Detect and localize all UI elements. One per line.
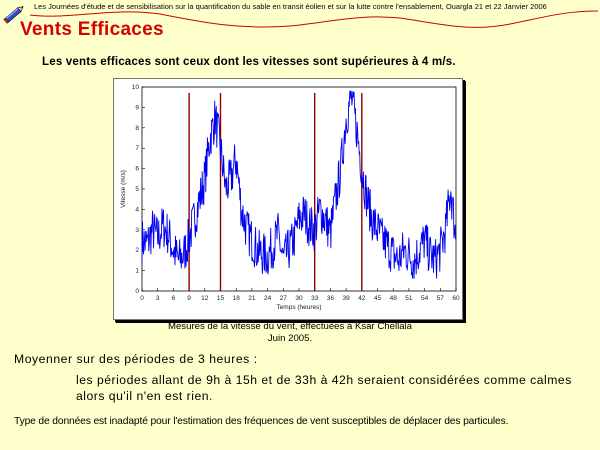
- y-tick-label: 5: [135, 186, 139, 193]
- y-tick-label: 4: [135, 206, 139, 213]
- x-tick-label: 24: [264, 295, 272, 302]
- y-tick-label: 7: [135, 145, 139, 152]
- x-tick-label: 60: [452, 295, 460, 302]
- x-tick-label: 54: [421, 295, 429, 302]
- x-tick-label: 39: [342, 295, 350, 302]
- paragraph-periods: les périodes allant de 9h à 15h et de 33…: [76, 372, 596, 404]
- y-axis-label: Vitesse (m/s): [120, 170, 127, 208]
- x-tick-label: 3: [156, 295, 160, 302]
- x-tick-label: 6: [172, 295, 176, 302]
- caption-line-1: Mesures de la vitesse du vent, effectuée…: [167, 321, 413, 332]
- x-tick-label: 18: [233, 295, 241, 302]
- x-tick-label: 15: [217, 295, 225, 302]
- wind-speed-series: [141, 90, 457, 279]
- x-tick-label: 27: [280, 295, 288, 302]
- header-text: Les Journées d'étude et de sensibilisati…: [34, 2, 547, 11]
- x-tick-label: 9: [187, 295, 191, 302]
- slide-subtitle: Les vents efficaces sont ceux dont les v…: [42, 55, 456, 68]
- x-tick-label: 12: [201, 295, 209, 302]
- x-axis-label: Temps (heures): [276, 304, 321, 311]
- paragraph-periods-line-2: alors qu'il n'en est rien.: [76, 389, 213, 403]
- x-tick-label: 0: [140, 295, 144, 302]
- chart-caption: Mesures de la vitesse du vent, effectuée…: [120, 321, 460, 345]
- pencil-icon: [3, 6, 24, 24]
- x-tick-label: 33: [311, 295, 319, 302]
- y-tick-label: 0: [135, 288, 139, 295]
- y-tick-label: 3: [135, 227, 139, 234]
- paragraph-periods-line-1: les périodes allant de 9h à 15h et de 33…: [76, 373, 572, 387]
- y-tick-label: 8: [135, 125, 139, 132]
- x-tick-label: 51: [405, 295, 413, 302]
- caption-line-2: Juin 2005.: [267, 333, 313, 344]
- y-tick-label: 10: [132, 84, 140, 91]
- y-tick-label: 1: [135, 268, 139, 275]
- x-tick-label: 30: [295, 295, 303, 302]
- x-tick-label: 21: [248, 295, 256, 302]
- x-tick-label: 57: [437, 295, 445, 302]
- slide-title: Vents Efficaces: [20, 19, 164, 40]
- paragraph-averaging: Moyenner sur des périodes de 3 heures :: [14, 352, 258, 366]
- y-tick-label: 6: [135, 166, 139, 173]
- wind-speed-chart: 0 3 6 9 12 15 18 21 24 27 30 33 36 39 42 45 48 51 54 57 60 0 1…: [113, 78, 463, 320]
- paragraph-conclusion: Type de données est inadapté pour l'esti…: [14, 416, 509, 427]
- x-tick-label: 45: [374, 295, 382, 302]
- chart-svg: 0 3 6 9 12 15 18 21 24 27 30 33 36 39 42 45 48 51 54 57 6001…: [120, 84, 460, 311]
- y-tick-label: 2: [135, 247, 139, 254]
- header-wave-decoration: [29, 10, 599, 28]
- x-tick-label: 42: [358, 295, 366, 302]
- x-tick-label: 36: [327, 295, 335, 302]
- y-tick-label: 9: [135, 104, 139, 111]
- x-tick-label: 48: [390, 295, 398, 302]
